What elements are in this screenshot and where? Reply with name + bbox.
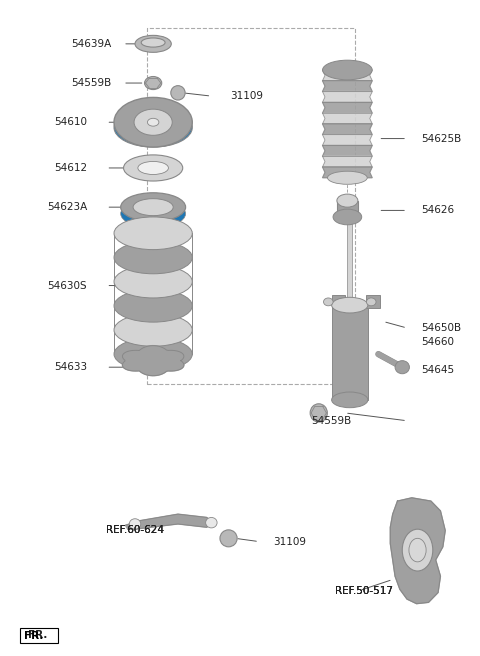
Polygon shape bbox=[323, 146, 372, 156]
Bar bbox=[332, 305, 368, 400]
Bar bbox=[366, 295, 380, 308]
Ellipse shape bbox=[205, 518, 217, 528]
Text: 54625B: 54625B bbox=[421, 134, 462, 144]
Ellipse shape bbox=[129, 519, 141, 529]
Ellipse shape bbox=[138, 161, 168, 174]
Ellipse shape bbox=[114, 217, 192, 250]
Ellipse shape bbox=[135, 35, 171, 52]
Ellipse shape bbox=[120, 199, 186, 228]
Ellipse shape bbox=[114, 97, 192, 147]
Bar bbox=[147, 28, 355, 384]
Polygon shape bbox=[323, 102, 372, 113]
Text: 54559B: 54559B bbox=[71, 78, 111, 88]
Text: 54630S: 54630S bbox=[48, 281, 87, 291]
Polygon shape bbox=[323, 124, 372, 134]
Text: REF.50-517: REF.50-517 bbox=[336, 586, 394, 596]
Ellipse shape bbox=[114, 108, 192, 147]
Polygon shape bbox=[125, 514, 214, 529]
Ellipse shape bbox=[120, 193, 186, 222]
Polygon shape bbox=[323, 113, 372, 124]
Polygon shape bbox=[323, 156, 372, 167]
Ellipse shape bbox=[123, 155, 183, 181]
Text: 54645: 54645 bbox=[421, 365, 455, 375]
Text: 54660: 54660 bbox=[421, 337, 455, 348]
Ellipse shape bbox=[134, 109, 172, 135]
Ellipse shape bbox=[220, 530, 237, 547]
Ellipse shape bbox=[395, 361, 409, 374]
Text: FR.: FR. bbox=[24, 630, 44, 641]
Ellipse shape bbox=[310, 404, 327, 422]
Polygon shape bbox=[390, 498, 445, 604]
Ellipse shape bbox=[366, 298, 376, 306]
Polygon shape bbox=[323, 167, 372, 178]
Ellipse shape bbox=[324, 298, 333, 306]
Bar bbox=[20, 628, 58, 643]
Polygon shape bbox=[323, 81, 372, 92]
Ellipse shape bbox=[332, 297, 368, 313]
Text: 54639A: 54639A bbox=[71, 39, 111, 49]
Ellipse shape bbox=[323, 60, 372, 80]
Text: 54633: 54633 bbox=[54, 362, 87, 372]
Ellipse shape bbox=[327, 171, 367, 184]
Text: FR.: FR. bbox=[28, 630, 47, 640]
Ellipse shape bbox=[114, 314, 192, 346]
Ellipse shape bbox=[409, 539, 426, 562]
Text: 54626: 54626 bbox=[421, 205, 455, 215]
Ellipse shape bbox=[171, 86, 185, 100]
Ellipse shape bbox=[114, 241, 192, 274]
Bar bbox=[348, 224, 352, 400]
Ellipse shape bbox=[114, 338, 192, 371]
Polygon shape bbox=[323, 70, 372, 81]
Ellipse shape bbox=[144, 77, 162, 90]
Polygon shape bbox=[323, 92, 372, 102]
Text: REF.60-624: REF.60-624 bbox=[107, 525, 164, 535]
Polygon shape bbox=[122, 346, 184, 376]
Ellipse shape bbox=[333, 209, 362, 225]
Ellipse shape bbox=[133, 199, 173, 216]
Ellipse shape bbox=[337, 194, 358, 207]
Ellipse shape bbox=[332, 392, 368, 407]
Ellipse shape bbox=[147, 118, 159, 126]
Bar bbox=[332, 295, 345, 308]
Text: 54623A: 54623A bbox=[47, 202, 87, 212]
Ellipse shape bbox=[114, 289, 192, 322]
Bar bbox=[337, 201, 358, 217]
Text: 54612: 54612 bbox=[54, 163, 87, 173]
Text: 54610: 54610 bbox=[54, 117, 87, 127]
Polygon shape bbox=[323, 134, 372, 146]
Ellipse shape bbox=[402, 529, 433, 571]
Text: 31109: 31109 bbox=[230, 91, 264, 101]
Text: 31109: 31109 bbox=[274, 537, 306, 546]
Text: 54559B: 54559B bbox=[312, 416, 352, 426]
Ellipse shape bbox=[114, 265, 192, 298]
Text: REF.60-624: REF.60-624 bbox=[107, 525, 164, 535]
Text: 54650B: 54650B bbox=[421, 323, 461, 333]
Text: REF.50-517: REF.50-517 bbox=[336, 586, 394, 596]
Text: REF.60-624: REF.60-624 bbox=[107, 525, 164, 535]
Text: REF.50-517: REF.50-517 bbox=[336, 586, 394, 596]
Ellipse shape bbox=[141, 38, 165, 47]
